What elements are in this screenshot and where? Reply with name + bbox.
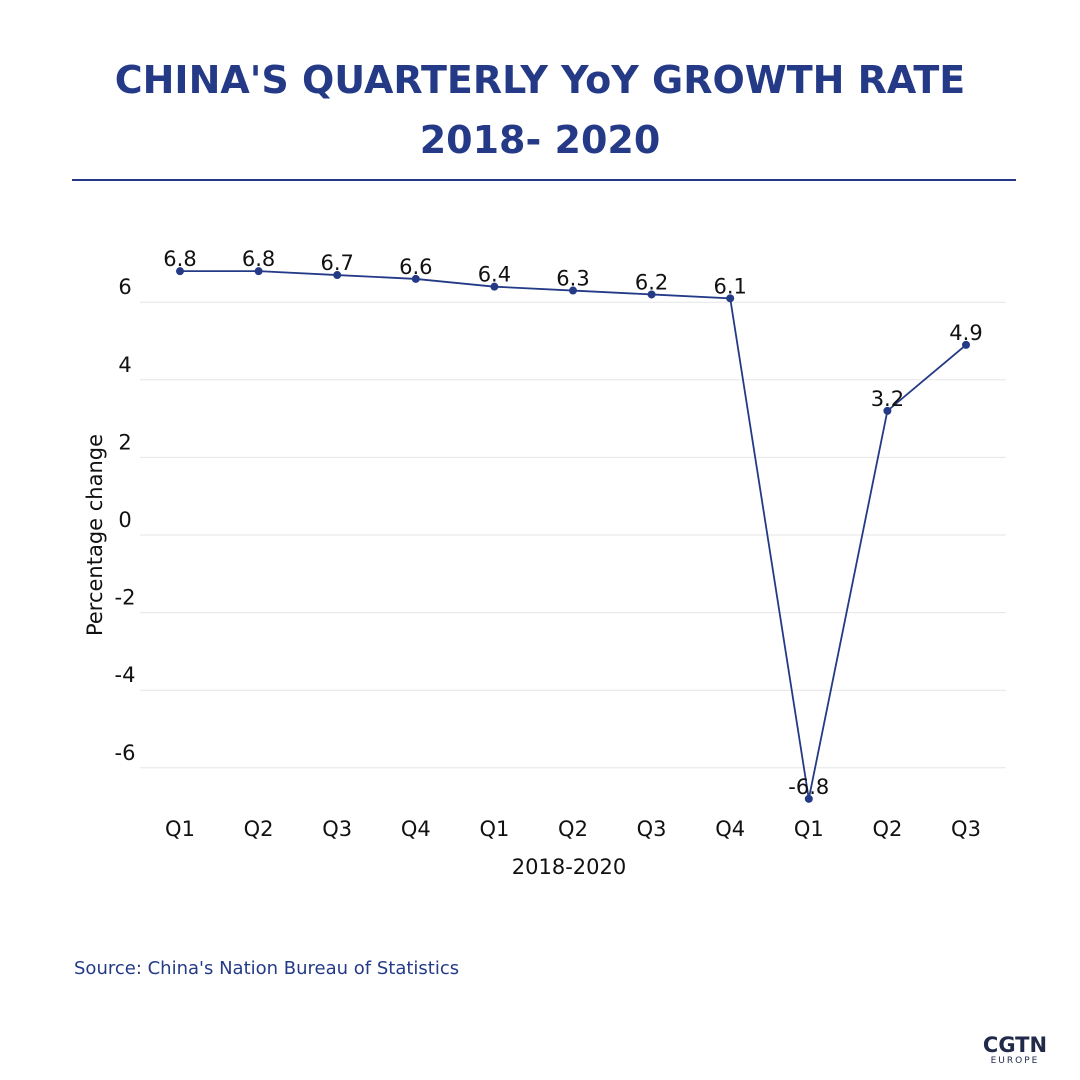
source-note: Source: China's Nation Bureau of Statist… xyxy=(74,958,460,979)
data-point xyxy=(411,274,420,283)
x-tick-label: Q4 xyxy=(401,817,431,841)
data-label: 3.2 xyxy=(871,387,904,411)
data-labels: 6.8 6.8 6.7 6.6 6.4 6.3 6.2 6.1 -6.8 3.2 4.9 xyxy=(163,247,982,799)
data-label: 6.8 xyxy=(242,247,275,271)
data-label: 6.1 xyxy=(713,274,746,298)
data-point xyxy=(569,286,577,295)
grid-lines xyxy=(140,301,1006,769)
data-point xyxy=(647,290,656,299)
x-tick-label: Q1 xyxy=(165,817,195,841)
x-tick-label: Q2 xyxy=(872,817,902,841)
data-point xyxy=(804,794,813,803)
y-tick-label: -2 xyxy=(115,586,136,610)
data-points xyxy=(176,267,970,803)
y-tick-label: 6 xyxy=(118,275,131,299)
data-label: -6.8 xyxy=(788,775,829,799)
y-tick-label: -6 xyxy=(115,741,136,765)
logo-subtitle: EUROPE xyxy=(990,1056,1040,1066)
data-point xyxy=(490,282,499,291)
y-tick-label: 4 xyxy=(118,353,131,377)
chart-title-line-1: CHINA'S QUARTERLY YoY GROWTH RATE xyxy=(114,58,966,102)
x-axis-ticks: Q1 Q2 Q3 Q4 Q1 Q2 Q3 Q4 Q1 Q2 Q3 xyxy=(165,817,981,841)
x-tick-label: Q3 xyxy=(951,817,981,841)
chart-title-line-2: 2018- 2020 xyxy=(419,118,661,162)
y-tick-label: 0 xyxy=(118,508,131,532)
x-tick-label: Q1 xyxy=(794,817,824,841)
y-axis-label: Percentage change xyxy=(83,434,107,636)
x-axis-label: 2018-2020 xyxy=(512,855,626,879)
data-label: 6.7 xyxy=(320,251,353,275)
data-point xyxy=(726,294,735,303)
logo-wordmark: CGTN xyxy=(982,1033,1048,1057)
x-tick-label: Q4 xyxy=(715,817,745,841)
data-point xyxy=(962,340,970,349)
x-tick-label: Q2 xyxy=(244,817,274,841)
data-point xyxy=(883,406,892,415)
y-tick-label: -4 xyxy=(115,663,136,687)
data-label: 6.8 xyxy=(163,247,196,271)
x-tick-label: Q3 xyxy=(637,817,667,841)
data-label: 6.4 xyxy=(478,263,511,287)
data-point xyxy=(254,267,263,276)
title-divider xyxy=(72,179,1016,181)
data-point xyxy=(333,271,342,280)
x-tick-label: Q1 xyxy=(479,817,509,841)
y-axis-ticks: -6 -4 -2 0 2 4 6 xyxy=(115,275,136,765)
x-tick-label: Q2 xyxy=(558,817,588,841)
data-label: 6.6 xyxy=(399,255,432,279)
x-tick-label: Q3 xyxy=(322,817,352,841)
data-label: 6.3 xyxy=(556,267,589,291)
data-label: 6.2 xyxy=(635,270,668,294)
cgtn-europe-logo: CGTN EUROPE xyxy=(978,1034,1052,1067)
data-label: 4.9 xyxy=(949,321,982,345)
data-point xyxy=(176,267,184,276)
y-tick-label: 2 xyxy=(118,430,131,454)
